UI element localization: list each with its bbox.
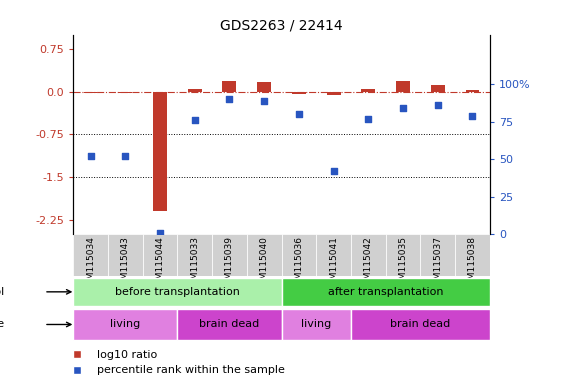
Bar — [361, 89, 375, 92]
Text: after transplantation: after transplantation — [328, 287, 444, 297]
Text: GSM115043: GSM115043 — [121, 237, 129, 291]
Bar — [73, 309, 177, 340]
Legend: log10 ratio, percentile rank within the sample: log10 ratio, percentile rank within the … — [62, 345, 290, 380]
Bar — [466, 90, 480, 92]
Text: brain dead: brain dead — [390, 319, 450, 329]
Point — [468, 113, 477, 119]
Point — [155, 230, 164, 236]
Point — [294, 111, 303, 118]
Bar — [396, 81, 410, 92]
Bar — [83, 92, 97, 93]
Text: GSM115041: GSM115041 — [329, 237, 338, 291]
Bar — [316, 234, 351, 276]
Text: GSM115035: GSM115035 — [399, 237, 408, 291]
Text: brain dead: brain dead — [199, 319, 260, 329]
Bar — [222, 81, 236, 92]
Bar — [351, 309, 490, 340]
Bar — [73, 234, 108, 276]
Text: GSM115038: GSM115038 — [468, 237, 477, 291]
Bar — [73, 278, 282, 306]
Text: living: living — [301, 319, 332, 329]
Text: GSM115044: GSM115044 — [155, 237, 164, 291]
Text: GSM115033: GSM115033 — [190, 237, 199, 291]
Point — [86, 153, 95, 159]
Point — [364, 116, 373, 122]
Bar — [351, 234, 386, 276]
Point — [225, 96, 234, 103]
Text: protocol: protocol — [0, 287, 4, 297]
Text: disease state: disease state — [0, 319, 4, 329]
Bar — [187, 89, 202, 92]
Text: GSM115034: GSM115034 — [86, 237, 95, 291]
Bar — [153, 92, 167, 212]
Bar — [282, 278, 490, 306]
Text: GSM115042: GSM115042 — [364, 237, 373, 291]
Bar — [247, 234, 282, 276]
Bar — [292, 92, 306, 94]
Text: living: living — [110, 319, 140, 329]
Point — [190, 118, 199, 124]
Bar — [421, 234, 455, 276]
Bar — [142, 234, 177, 276]
Text: GSM115039: GSM115039 — [225, 237, 234, 291]
Bar — [108, 234, 142, 276]
Text: before transplantation: before transplantation — [115, 287, 240, 297]
Text: GSM115040: GSM115040 — [260, 237, 269, 291]
Bar — [327, 92, 341, 95]
Point — [399, 105, 408, 111]
Bar — [431, 85, 445, 92]
Bar — [212, 234, 247, 276]
Bar — [177, 309, 282, 340]
Bar — [455, 234, 490, 276]
Bar — [386, 234, 421, 276]
Point — [329, 168, 338, 174]
Bar — [177, 234, 212, 276]
Bar — [118, 92, 132, 93]
Bar — [257, 83, 271, 92]
Text: GSM115037: GSM115037 — [434, 237, 442, 291]
Point — [260, 98, 269, 104]
Point — [120, 153, 129, 159]
Title: GDS2263 / 22414: GDS2263 / 22414 — [220, 18, 343, 32]
Bar — [282, 234, 316, 276]
Point — [434, 103, 443, 109]
Text: GSM115036: GSM115036 — [294, 237, 303, 291]
Bar — [282, 309, 351, 340]
